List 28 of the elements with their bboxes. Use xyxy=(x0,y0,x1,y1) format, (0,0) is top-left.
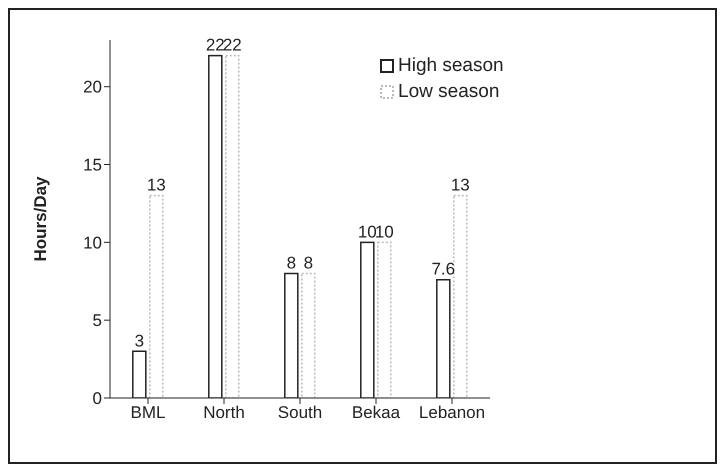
bar xyxy=(225,54,240,398)
y-tick-label: 0 xyxy=(92,389,102,408)
x-tick-label: North xyxy=(203,403,245,422)
data-label: 10 xyxy=(358,222,377,242)
y-tick-label: 10 xyxy=(83,233,102,252)
legend-label: High season xyxy=(398,55,504,77)
bar xyxy=(149,194,164,398)
data-label: 13 xyxy=(146,176,166,195)
bar xyxy=(453,194,468,398)
x-tick-label: Bekaa xyxy=(352,403,401,422)
data-label: 22 xyxy=(222,36,242,55)
data-label: 10 xyxy=(374,222,394,242)
x-tick-label: BML xyxy=(130,403,166,422)
data-label: 8 xyxy=(286,253,296,272)
bar xyxy=(377,242,392,398)
data-label: 13 xyxy=(450,176,470,195)
y-axis-title: Hours/Day xyxy=(31,176,50,262)
x-tick-label: Lebanon xyxy=(418,403,486,422)
data-label: 3 xyxy=(134,331,144,350)
legend-label: Low season xyxy=(398,81,500,103)
y-tick-label: 20 xyxy=(83,78,102,97)
bar xyxy=(301,272,316,398)
data-label: 7.6 xyxy=(431,260,456,279)
y-tick-label: 15 xyxy=(83,156,102,175)
y-tick-label: 5 xyxy=(92,311,102,330)
data-label: 8 xyxy=(304,253,314,272)
x-tick-label: South xyxy=(278,403,322,422)
data-label: 22 xyxy=(206,36,225,55)
